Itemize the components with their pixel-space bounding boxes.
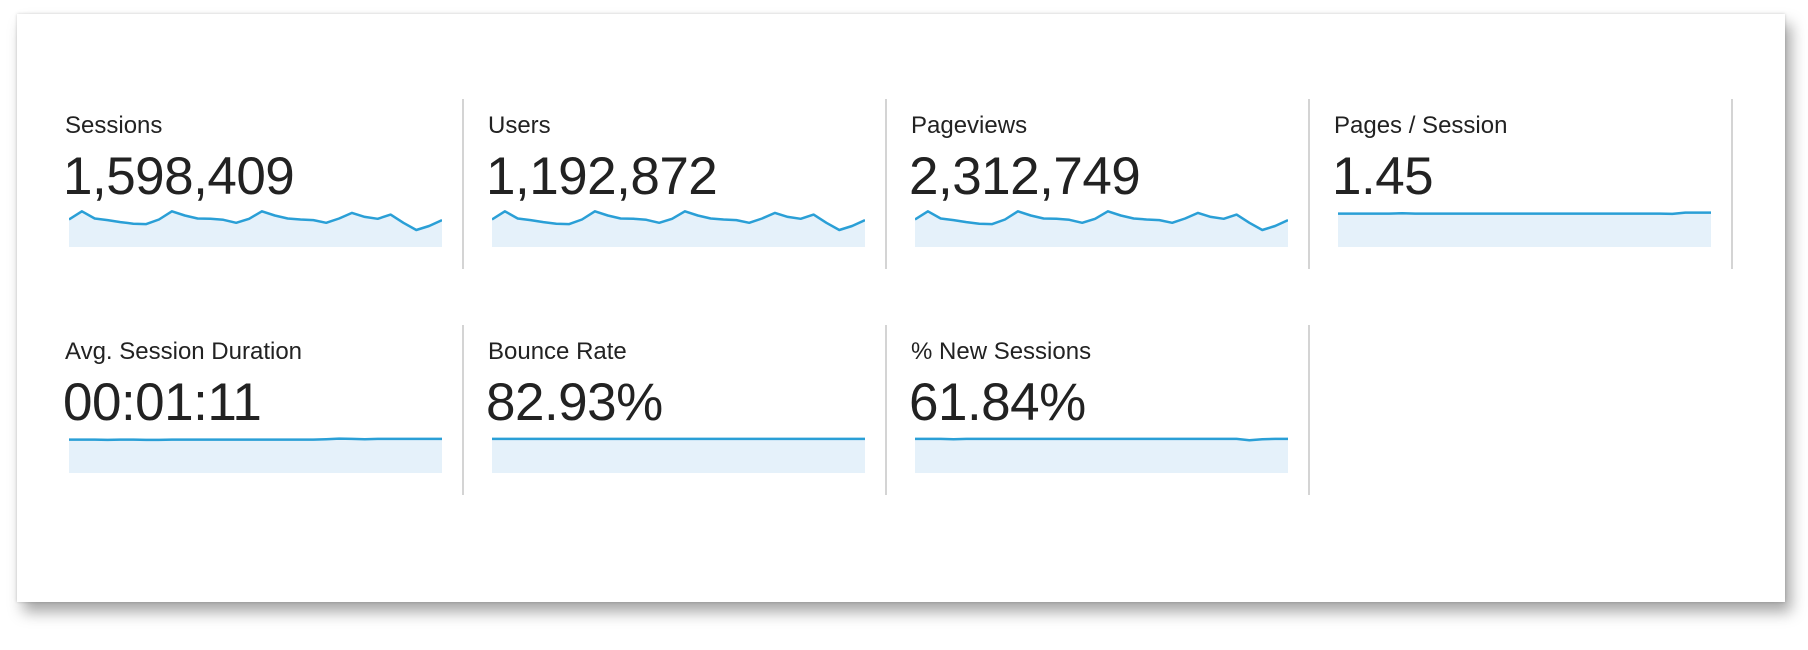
sparkline (492, 437, 865, 473)
metric-sessions[interactable]: Sessions 1,598,409 (17, 112, 442, 282)
sparkline (69, 210, 442, 247)
metric-new-sessions[interactable]: % New Sessions 61.84% (863, 338, 1288, 508)
metric-label: % New Sessions (911, 338, 1092, 365)
sparkline-line (69, 437, 442, 442)
metric-value: 2,312,749 (909, 147, 1141, 206)
sparkline-area (492, 438, 865, 473)
sparkline (492, 210, 865, 247)
column-divider (1308, 99, 1310, 269)
sparkline-line (915, 210, 1288, 232)
sparkline-area (915, 438, 1288, 473)
column-divider (885, 325, 887, 495)
column-divider (885, 99, 887, 269)
metric-bounce-rate[interactable]: Bounce Rate 82.93% (440, 338, 865, 508)
metric-label: Pages / Session (1334, 112, 1508, 139)
sparkline-area (1338, 212, 1711, 247)
metric-value: 1.45 (1332, 147, 1434, 206)
metric-value: 61.84% (909, 373, 1086, 432)
metric-label: Users (488, 112, 551, 139)
column-divider (462, 99, 464, 269)
metric-users[interactable]: Users 1,192,872 (440, 112, 865, 282)
sparkline-area (69, 438, 442, 473)
metric-value: 1,192,872 (486, 147, 718, 206)
metric-value: 82.93% (486, 373, 663, 432)
metrics-overview-card: Sessions 1,598,409 Users 1,192,872 Pageviews… (17, 14, 1785, 602)
sparkline (915, 210, 1288, 247)
metric-label: Sessions (65, 112, 163, 139)
sparkline-line (492, 210, 865, 232)
sparkline (69, 437, 442, 473)
column-divider (1308, 325, 1310, 495)
metric-value: 00:01:11 (63, 373, 262, 432)
sparkline (1338, 211, 1711, 247)
sparkline-area (492, 211, 865, 247)
sparkline-line (69, 210, 442, 232)
metric-avg-session-duration[interactable]: Avg. Session Duration 00:01:11 (17, 338, 442, 508)
sparkline-line (915, 437, 1288, 442)
sparkline-area (69, 211, 442, 247)
sparkline (915, 437, 1288, 473)
metric-label: Pageviews (911, 112, 1028, 139)
metric-pageviews[interactable]: Pageviews 2,312,749 (863, 112, 1288, 282)
metric-value: 1,598,409 (63, 147, 295, 206)
column-divider (1731, 99, 1733, 269)
sparkline-area (915, 211, 1288, 247)
metric-label: Avg. Session Duration (65, 338, 303, 365)
metric-label: Bounce Rate (488, 338, 627, 365)
metric-pages-session[interactable]: Pages / Session 1.45 (1286, 112, 1711, 282)
column-divider (462, 325, 464, 495)
sparkline-line (1338, 211, 1711, 216)
